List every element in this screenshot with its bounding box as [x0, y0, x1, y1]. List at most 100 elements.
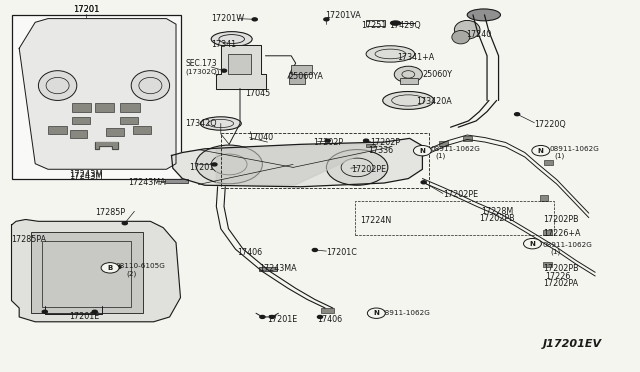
Text: N: N [419, 148, 426, 154]
Circle shape [312, 248, 317, 251]
Text: (2): (2) [127, 270, 137, 277]
Ellipse shape [394, 66, 422, 83]
Text: N: N [373, 310, 380, 316]
Text: 17226: 17226 [545, 272, 571, 280]
Text: J17201EV: J17201EV [543, 339, 602, 349]
Ellipse shape [390, 21, 401, 25]
Circle shape [317, 315, 323, 318]
Bar [42, 241, 131, 307]
Circle shape [260, 315, 265, 318]
Bar [133, 126, 151, 134]
Text: 17201E: 17201E [69, 312, 99, 321]
Ellipse shape [454, 20, 480, 39]
Bar [463, 136, 472, 141]
Text: (1): (1) [550, 248, 561, 255]
Text: 17040: 17040 [248, 133, 273, 142]
Text: 08911-1062G: 08911-1062G [381, 310, 431, 316]
Text: 08911-1062G: 08911-1062G [543, 242, 593, 248]
Bar [120, 117, 138, 124]
Text: (17302Q): (17302Q) [186, 68, 220, 75]
Bar [221, 133, 429, 188]
Ellipse shape [38, 71, 77, 100]
Text: N: N [529, 241, 536, 247]
Text: 08911-1062G: 08911-1062G [549, 146, 599, 152]
Circle shape [212, 163, 217, 166]
Circle shape [413, 145, 431, 156]
Bar [544, 160, 553, 165]
Bar [543, 230, 552, 235]
Text: 17201: 17201 [73, 5, 100, 14]
Circle shape [221, 69, 227, 72]
Text: 17202PE: 17202PE [351, 165, 386, 174]
Text: 08911-1062G: 08911-1062G [430, 146, 480, 152]
Bar [439, 141, 448, 146]
Text: 17342Q: 17342Q [186, 119, 217, 128]
Bar [366, 20, 385, 26]
Circle shape [92, 310, 97, 313]
Ellipse shape [131, 71, 170, 100]
Text: 17201: 17201 [73, 5, 100, 14]
Circle shape [421, 181, 426, 184]
Bar [543, 262, 552, 267]
Ellipse shape [467, 9, 500, 21]
Text: 17202PB: 17202PB [543, 264, 579, 273]
Text: 17336: 17336 [368, 146, 393, 155]
Bar [321, 308, 334, 313]
Text: 17341+A: 17341+A [397, 53, 434, 62]
Circle shape [364, 139, 369, 142]
Ellipse shape [54, 296, 59, 299]
Text: 17201C: 17201C [326, 248, 357, 257]
Text: 17251: 17251 [362, 21, 387, 30]
Polygon shape [216, 45, 266, 89]
Text: 17202PB: 17202PB [543, 215, 579, 224]
Bar [72, 103, 91, 112]
Bar [259, 267, 277, 271]
Text: 17243M: 17243M [70, 170, 103, 179]
Text: 17202P: 17202P [314, 138, 344, 147]
Bar [72, 117, 90, 124]
Circle shape [122, 222, 127, 225]
Ellipse shape [326, 150, 388, 185]
Text: 17243M: 17243M [70, 172, 103, 181]
Circle shape [515, 113, 520, 116]
Text: 17341: 17341 [211, 40, 236, 49]
Text: SEC.173: SEC.173 [186, 59, 217, 68]
Text: 17228M: 17228M [481, 207, 513, 216]
Polygon shape [95, 142, 118, 149]
Polygon shape [216, 144, 384, 185]
Text: 17202PB: 17202PB [479, 214, 515, 223]
Bar [12, 15, 181, 179]
Bar [31, 232, 143, 313]
Circle shape [367, 308, 385, 318]
Text: 17240: 17240 [466, 30, 491, 39]
Text: 17202PA: 17202PA [543, 279, 578, 288]
Ellipse shape [196, 145, 262, 184]
Text: 17243MA: 17243MA [259, 264, 297, 273]
Text: 173420A: 173420A [416, 97, 452, 106]
Bar [70, 130, 87, 138]
Bar [165, 179, 188, 183]
Circle shape [532, 145, 550, 156]
Circle shape [42, 310, 47, 313]
Text: 17201: 17201 [189, 163, 214, 172]
Circle shape [101, 263, 119, 273]
Polygon shape [12, 219, 180, 322]
Text: 17226+A: 17226+A [543, 229, 580, 238]
Text: 17201W: 17201W [211, 14, 244, 23]
Polygon shape [172, 138, 422, 187]
Bar [48, 126, 67, 134]
Text: 17406: 17406 [237, 248, 262, 257]
Bar [366, 144, 375, 147]
Text: (1): (1) [554, 152, 564, 159]
Text: 17285PA: 17285PA [12, 235, 47, 244]
Text: 08110-6105G: 08110-6105G [115, 263, 165, 269]
Bar [120, 103, 140, 112]
Text: 17429Q: 17429Q [389, 21, 421, 30]
Circle shape [324, 18, 329, 21]
Bar [106, 128, 124, 136]
Ellipse shape [122, 296, 127, 299]
Circle shape [269, 315, 275, 318]
Circle shape [252, 18, 257, 21]
Bar [228, 54, 251, 74]
Text: 17406: 17406 [317, 315, 342, 324]
